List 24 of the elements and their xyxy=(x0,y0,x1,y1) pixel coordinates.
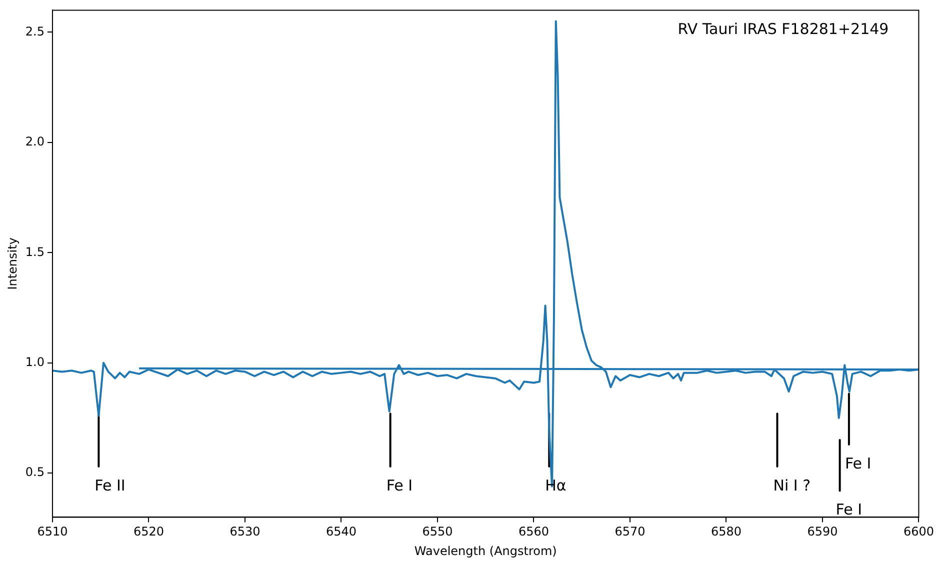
annotation: Hα xyxy=(545,476,566,494)
x-tick-label: 6530 xyxy=(230,524,260,539)
x-tick-label: 6560 xyxy=(518,524,550,539)
y-tick-label: 0.5 xyxy=(25,465,44,480)
annotation: Fe I xyxy=(844,454,872,472)
y-tick-label: 2.0 xyxy=(25,134,44,149)
x-tick-label: 6600 xyxy=(903,524,934,539)
annotation: RV Tauri IRAS F18281+2149 xyxy=(678,20,889,38)
x-axis-title: Wavelength (Angstrom) xyxy=(414,544,557,558)
x-tick-label: 6570 xyxy=(614,524,646,539)
x-tick-label: 6590 xyxy=(807,524,838,539)
annotation: Fe I xyxy=(836,500,862,519)
annotation: Ni I ? xyxy=(773,476,811,494)
x-tick-label: 6550 xyxy=(422,524,453,539)
x-tick-label: 6510 xyxy=(37,524,68,539)
annotation: Fe I xyxy=(386,476,413,494)
y-tick-label: 1.0 xyxy=(25,355,44,370)
x-tick-label: 6520 xyxy=(133,524,164,539)
annotation: Fe II xyxy=(94,476,126,494)
y-tick-label: 1.5 xyxy=(25,244,44,259)
x-tick-label: 6580 xyxy=(710,524,742,539)
y-tick-label: 2.5 xyxy=(25,24,44,38)
y-axis-title: Intensity xyxy=(5,238,20,290)
x-tick-label: 6540 xyxy=(326,524,357,539)
